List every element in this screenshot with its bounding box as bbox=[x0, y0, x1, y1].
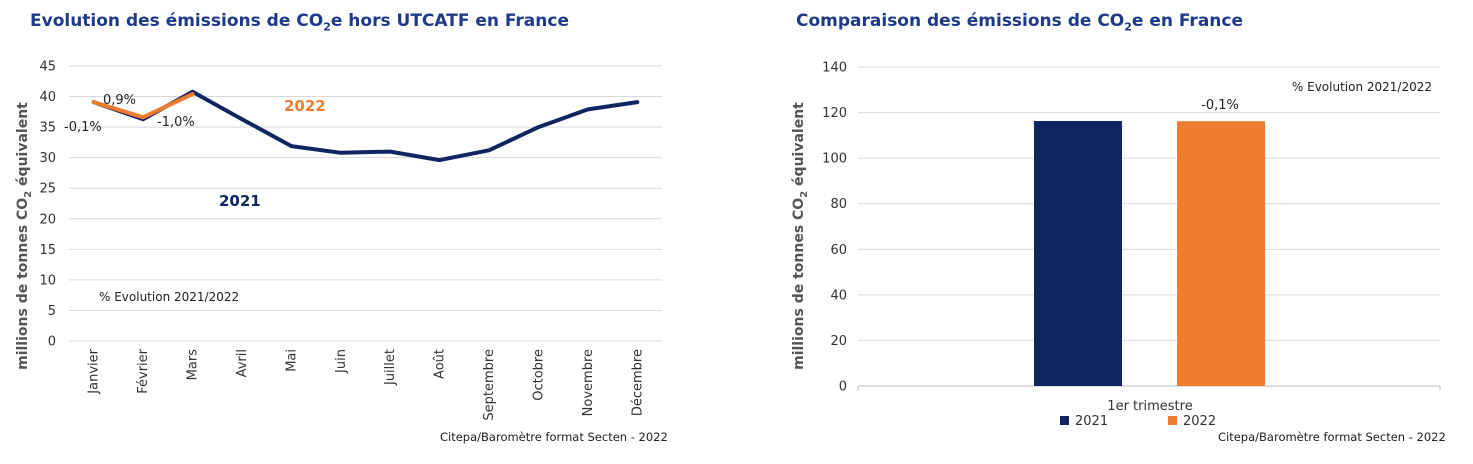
left-note: % Evolution 2021/2022 bbox=[99, 290, 239, 304]
legend-label-2021: 2021 bbox=[1075, 414, 1108, 429]
left-y-tick-label: 5 bbox=[48, 304, 56, 319]
legend-swatch-2022 bbox=[1168, 416, 1177, 425]
legend-swatch-2021 bbox=[1060, 416, 1069, 425]
right-title-text-end: e en France bbox=[1131, 11, 1243, 31]
left-series-label-2022: 2022 bbox=[284, 97, 326, 115]
left-x-tick-label: Mars bbox=[186, 349, 201, 381]
left-y-tick-label: 35 bbox=[39, 121, 56, 136]
left-x-tick-label: Juillet bbox=[383, 349, 398, 386]
left-x-tick-label: Août bbox=[433, 349, 448, 379]
left-x-tick-label: Septembre bbox=[482, 349, 497, 421]
legend-label-2022: 2022 bbox=[1183, 414, 1216, 429]
left-x-tick-label: Février bbox=[136, 348, 151, 393]
left-y-tick-label: 40 bbox=[39, 90, 56, 105]
left-x-tick-label: Mai bbox=[284, 349, 299, 372]
left-y-tick-label: 0 bbox=[48, 335, 56, 350]
left-x-tick-label: Octobre bbox=[531, 349, 546, 401]
left-x-tick-label: Avril bbox=[235, 349, 250, 377]
left-x-ticks: Janvier Février Mars Avril Mai Juin Juillet Aoû… bbox=[87, 348, 646, 420]
right-ylabel-sub: 2 bbox=[799, 191, 810, 198]
right-y-tick-label: 100 bbox=[822, 152, 847, 167]
left-x-tick-label: Décembre bbox=[630, 349, 645, 416]
left-x-tick-label: Novembre bbox=[581, 349, 596, 416]
left-y-tick-label: 15 bbox=[39, 243, 56, 258]
right-note: % Evolution 2021/2022 bbox=[1292, 80, 1432, 94]
right-y-tick-label: 0 bbox=[839, 380, 847, 395]
left-gridlines bbox=[69, 65, 662, 342]
left-y-tick-label: 45 bbox=[39, 60, 56, 75]
left-series-line-2022 bbox=[91, 92, 195, 120]
right-title-text: Comparaison des émissions de CO bbox=[796, 11, 1125, 31]
left-pct-label-janvier: -0,1% bbox=[64, 120, 102, 135]
right-y-tick-label: 80 bbox=[830, 197, 847, 212]
right-ylabel-text: millions de tonnes CO bbox=[791, 198, 807, 370]
right-y-tick-label: 60 bbox=[830, 243, 847, 258]
right-source-note: Citepa/Baromètre format Secten - 2022 bbox=[1218, 430, 1446, 444]
left-pct-label-mars: -1,0% bbox=[157, 115, 195, 130]
left-source-note: Citepa/Baromètre format Secten - 2022 bbox=[440, 430, 668, 444]
left-ylabel-text: millions de tonnes CO bbox=[15, 198, 31, 370]
right-y-tick-label: 20 bbox=[830, 334, 847, 349]
right-bar-2021 bbox=[1034, 121, 1122, 387]
left-title-text-end: e hors UTCATF en France bbox=[330, 11, 569, 31]
left-title-text: Evolution des émissions de CO bbox=[30, 11, 324, 31]
left-title-subscript: 2 bbox=[323, 20, 331, 34]
right-y-tick-label: 120 bbox=[822, 106, 847, 121]
left-pct-label-fevrier: 0,9% bbox=[103, 93, 136, 108]
right-chart-title: Comparaison des émissions de CO2e en Fra… bbox=[796, 11, 1243, 33]
right-x-category-label: 1er trimestre bbox=[1107, 399, 1192, 414]
left-series-lines bbox=[91, 89, 640, 163]
right-ylabel-text-end: équivalent bbox=[791, 102, 807, 191]
left-chart-title: Evolution des émissions de CO2e hors UTC… bbox=[30, 11, 569, 33]
left-ylabel-text-end: équivalent bbox=[15, 102, 31, 191]
right-bars bbox=[1034, 121, 1265, 387]
left-x-tick-label: Juin bbox=[334, 349, 349, 374]
right-gridlines bbox=[857, 66, 1441, 391]
left-y-tick-label: 25 bbox=[39, 182, 56, 197]
right-y-tick-label: 140 bbox=[822, 61, 847, 76]
left-series-label-2021: 2021 bbox=[219, 192, 261, 210]
left-y-tick-label: 20 bbox=[39, 212, 56, 227]
right-y-tick-label: 40 bbox=[830, 288, 847, 303]
left-y-axis-label: millions de tonnes CO2 équivalent bbox=[15, 102, 34, 370]
right-title-subscript: 2 bbox=[1124, 20, 1132, 34]
left-y-tick-label: 10 bbox=[39, 273, 56, 288]
right-legend: 2021 2022 bbox=[1060, 414, 1216, 429]
left-x-tick-label: Janvier bbox=[87, 348, 102, 394]
right-bar-pct-label: -0,1% bbox=[1201, 98, 1239, 113]
left-y-tick-label: 30 bbox=[39, 151, 56, 166]
right-y-ticks: 0 20 40 60 80 100 120 140 bbox=[822, 61, 847, 395]
right-y-axis-label: millions de tonnes CO2 équivalent bbox=[791, 102, 810, 370]
right-bar-2022 bbox=[1177, 121, 1265, 386]
left-ylabel-sub: 2 bbox=[23, 191, 34, 198]
left-y-ticks: 0 5 10 15 20 25 30 35 40 45 bbox=[39, 60, 56, 350]
